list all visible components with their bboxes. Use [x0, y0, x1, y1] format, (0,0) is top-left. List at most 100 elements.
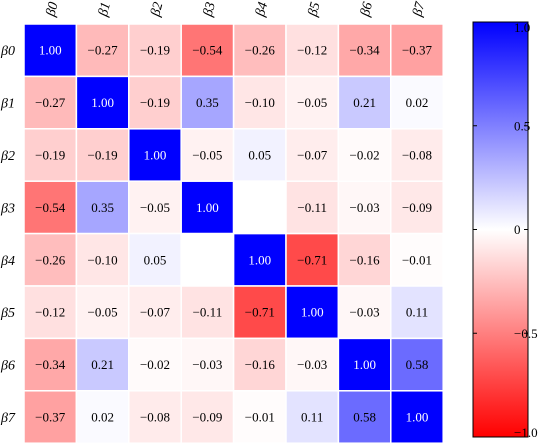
- heatmap-value-label-6-0: −0.34: [35, 357, 66, 372]
- heatmap-border: [23, 23, 444, 443]
- heatmap-value-label-6-2: −0.02: [140, 357, 170, 372]
- heatmap-value-label-7-5: 0.11: [301, 410, 323, 425]
- heatmap-cell-6-4: [232, 337, 287, 392]
- heatmap-value-label-6-6: 1.00: [353, 357, 376, 372]
- heatmap-cell-3-5: [285, 180, 340, 235]
- heatmap-cell-6-7: [390, 337, 444, 392]
- heatmap-cell-7-6: [337, 390, 392, 443]
- heatmap-value-label-7-1: 0.02: [91, 410, 114, 425]
- x-tick-label-7: β7: [410, 0, 429, 19]
- heatmap-value-label-4-4: 1.00: [248, 252, 271, 267]
- heatmap-value-label-0-0: 1.00: [39, 43, 62, 58]
- y-tick-label-6: β6: [0, 359, 15, 374]
- y-axis-labels: β0 β1 β2 β3 β4 β5 β6 β7: [0, 44, 16, 426]
- heatmap-value-label-7-3: −0.09: [192, 410, 222, 425]
- heatmap-value-label-0-7: −0.37: [402, 43, 433, 58]
- heatmap-value-label-5-3: −0.11: [193, 305, 223, 320]
- heatmap-value-label-0-3: −0.54: [192, 43, 223, 58]
- heatmap-value-label-7-6: 0.58: [353, 410, 376, 425]
- heatmap-cell-6-6: [337, 337, 392, 392]
- heatmap-value-label-1-3: 0.35: [196, 95, 219, 110]
- heatmap-value-label-3-7: −0.09: [402, 200, 432, 215]
- y-tick-label-0: β0: [0, 44, 15, 59]
- heatmap-cell-0-5: [285, 23, 340, 78]
- heatmap-cell-labels: 1.00 −0.27 −0.19 −0.54 −0.26 −0.12 −0.34 −0.37 −…: [35, 43, 432, 425]
- heatmap-value-label-0-6: −0.34: [350, 43, 381, 58]
- heatmap-value-label-3-6: −0.03: [350, 200, 380, 215]
- heatmap-value-label-4-7: −0.01: [402, 252, 432, 267]
- heatmap-value-label-3-1: 0.35: [91, 200, 114, 215]
- heatmap-value-label-6-4: −0.16: [245, 357, 276, 372]
- heatmap-cell-2-3: [180, 128, 235, 182]
- heatmap-value-label-2-1: −0.19: [88, 148, 118, 163]
- heatmap-value-label-2-7: −0.08: [402, 148, 432, 163]
- heatmap-value-label-4-6: −0.16: [350, 252, 381, 267]
- heatmap-cell-6-1: [75, 337, 130, 392]
- heatmap-value-label-5-2: −0.07: [140, 305, 171, 320]
- heatmap-value-label-6-1: 0.21: [91, 357, 114, 372]
- colorbar-tick-label-2: 0: [514, 222, 521, 237]
- heatmap-value-label-5-5: 1.00: [301, 305, 324, 320]
- x-axis-labels: β0 β1 β2 β3 β4 β5 β6 β7: [43, 0, 428, 19]
- heatmap-value-label-3-2: −0.05: [140, 200, 170, 215]
- y-tick-label-4: β4: [0, 254, 15, 269]
- colorbar-tick-label-3: −0.5: [514, 326, 538, 341]
- y-tick-label-2: β2: [0, 149, 15, 164]
- heatmap-value-label-5-4: −0.71: [245, 305, 275, 320]
- heatmap-cell-7-7: [390, 390, 444, 443]
- x-tick-label-1: β1: [96, 1, 114, 19]
- heatmap-cell-7-3: [180, 390, 235, 443]
- heatmap-cells: [23, 23, 444, 443]
- heatmap-value-label-7-2: −0.08: [140, 410, 170, 425]
- heatmap-value-label-2-0: −0.19: [35, 148, 65, 163]
- colorbar-tick-label-4: −1.0: [514, 425, 538, 440]
- heatmap-value-label-7-7: 1.00: [406, 410, 429, 425]
- heatmap-cell-4-5: [285, 232, 340, 287]
- heatmap-cell-2-6: [337, 128, 392, 182]
- heatmap-value-label-5-7: 0.11: [406, 305, 428, 320]
- heatmap-value-label-4-0: −0.26: [35, 252, 66, 267]
- heatmap-value-label-6-5: −0.03: [297, 357, 327, 372]
- heatmap-value-label-3-5: −0.11: [297, 200, 327, 215]
- heatmap-value-label-5-1: −0.05: [88, 305, 118, 320]
- colorbar: 1.0 0.5 0 −0.5 −1.0: [472, 20, 538, 440]
- heatmap-value-label-2-2: 1.00: [144, 148, 167, 163]
- heatmap-cell-5-3: [180, 285, 235, 340]
- heatmap-cell-7-4: [232, 390, 287, 443]
- heatmap-value-label-4-5: −0.71: [297, 252, 327, 267]
- heatmap-value-label-7-4: −0.01: [245, 410, 275, 425]
- heatmap-cell-5-6: [337, 285, 392, 340]
- heatmap-value-label-1-2: −0.19: [140, 95, 170, 110]
- heatmap-value-label-0-2: −0.19: [140, 43, 170, 58]
- heatmap-value-label-2-6: −0.02: [350, 148, 380, 163]
- heatmap-value-label-6-3: −0.03: [192, 357, 222, 372]
- heatmap-value-label-1-1: 1.00: [91, 95, 114, 110]
- heatmap-cell-4-3: [180, 232, 235, 287]
- heatmap-cell-7-1: [75, 390, 130, 443]
- heatmap-value-label-3-0: −0.54: [35, 200, 66, 215]
- heatmap-value-label-1-0: −0.27: [35, 95, 66, 110]
- heatmap-cell-7-0: [23, 390, 78, 443]
- heatmap-value-label-1-4: −0.10: [245, 95, 275, 110]
- heatmap-cell-0-7: [390, 23, 444, 78]
- heatmap-cell-6-2: [128, 337, 182, 392]
- x-tick-label-5: β5: [305, 1, 323, 19]
- heatmap-value-label-2-4: 0.05: [248, 148, 271, 163]
- heatmap-value-label-1-6: 0.21: [353, 95, 376, 110]
- heatmap-value-label-2-3: −0.05: [192, 148, 222, 163]
- x-tick-label-6: β6: [358, 1, 376, 19]
- y-tick-label-5: β5: [0, 306, 15, 321]
- heatmap-cell-2-4: [232, 128, 287, 182]
- colorbar-tick-label-1: 0.5: [514, 118, 530, 133]
- x-tick-label-2: β2: [148, 1, 166, 19]
- heatmap-value-label-1-7: 0.02: [406, 95, 429, 110]
- heatmap-value-label-5-0: −0.12: [35, 305, 65, 320]
- heatmap-value-label-7-0: −0.37: [35, 410, 66, 425]
- heatmap-cell-1-5: [285, 75, 340, 130]
- heatmap-value-label-4-2: 0.05: [144, 252, 167, 267]
- heatmap-value-label-0-5: −0.12: [297, 43, 327, 58]
- heatmap-cell-5-7: [390, 285, 444, 340]
- heatmap-cell-4-6: [337, 232, 392, 287]
- heatmap-value-label-0-1: −0.27: [88, 43, 119, 58]
